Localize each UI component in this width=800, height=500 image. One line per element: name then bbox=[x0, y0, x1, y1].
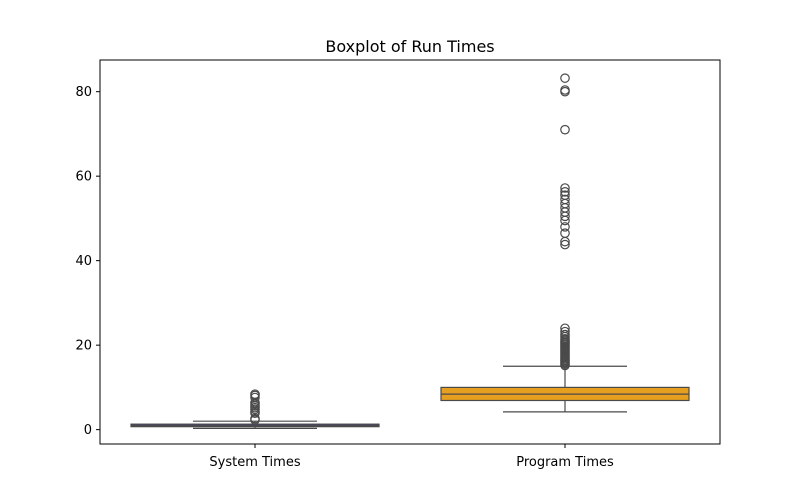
outlier-point bbox=[560, 326, 570, 337]
plot-frame bbox=[99, 59, 721, 445]
outlier-point bbox=[560, 190, 570, 200]
x-tick-label: Program Times bbox=[516, 455, 614, 470]
x-axis: System Times Program Times bbox=[209, 444, 614, 470]
outlier-point bbox=[560, 239, 570, 250]
outlier-point bbox=[250, 389, 260, 399]
y-tick-label: 0 bbox=[84, 423, 92, 438]
outlier-point bbox=[560, 329, 570, 340]
outlier-point bbox=[560, 228, 570, 239]
outlier-point bbox=[250, 413, 260, 424]
outlier-point bbox=[560, 85, 570, 95]
y-tick-label: 20 bbox=[75, 339, 92, 354]
outlier-point bbox=[560, 183, 570, 193]
plot-area bbox=[130, 73, 690, 429]
y-axis: 0 20 40 60 80 bbox=[75, 85, 100, 438]
outlier-point bbox=[560, 124, 570, 135]
outlier-point bbox=[560, 222, 570, 232]
y-tick-label: 60 bbox=[75, 170, 92, 185]
x-tick-label: System Times bbox=[209, 455, 300, 470]
y-tick-label: 80 bbox=[75, 85, 92, 100]
outlier-point bbox=[560, 187, 570, 197]
outlier-point bbox=[560, 323, 570, 334]
chart-title: Boxplot of Run Times bbox=[325, 37, 494, 56]
box-group-1 bbox=[130, 389, 380, 429]
y-tick-label: 40 bbox=[75, 254, 92, 269]
outlier-point bbox=[560, 194, 570, 205]
box-group-2 bbox=[440, 73, 690, 413]
outlier-point bbox=[560, 73, 570, 83]
